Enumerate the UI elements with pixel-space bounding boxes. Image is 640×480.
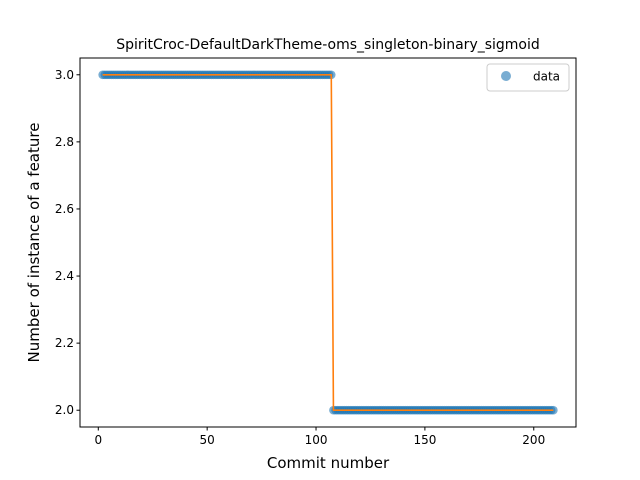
y-tick-label: 2.8 xyxy=(55,135,74,149)
x-tick-label: 200 xyxy=(522,433,545,447)
plot-area xyxy=(98,70,558,415)
legend-frame xyxy=(486,63,570,92)
y-axis-ticks: 2.0 2.2 2.4 2.6 2.8 3.0 xyxy=(55,68,80,417)
x-tick-label: 0 xyxy=(94,433,102,447)
x-tick-label: 50 xyxy=(200,433,215,447)
axes-frame xyxy=(79,57,577,428)
y-tick-label: 2.4 xyxy=(55,269,74,283)
y-axis-label: Number of instance of a feature xyxy=(25,123,43,363)
fit-line xyxy=(102,73,554,412)
chart-title: SpiritCroc-DefaultDarkTheme-oms_singleto… xyxy=(116,37,540,53)
legend-marker xyxy=(501,71,511,81)
legend-entry-data: data xyxy=(533,70,560,84)
y-tick-label: 3.0 xyxy=(55,68,74,82)
x-tick-label: 100 xyxy=(305,433,328,447)
y-tick-label: 2.0 xyxy=(55,403,74,417)
x-tick-label: 150 xyxy=(413,433,436,447)
y-tick-label: 2.2 xyxy=(55,336,74,350)
legend: data xyxy=(486,63,570,92)
x-axis-ticks: 0 50 100 150 200 xyxy=(94,427,545,447)
x-axis-label: Commit number xyxy=(267,454,390,472)
y-tick-label: 2.6 xyxy=(55,202,74,216)
